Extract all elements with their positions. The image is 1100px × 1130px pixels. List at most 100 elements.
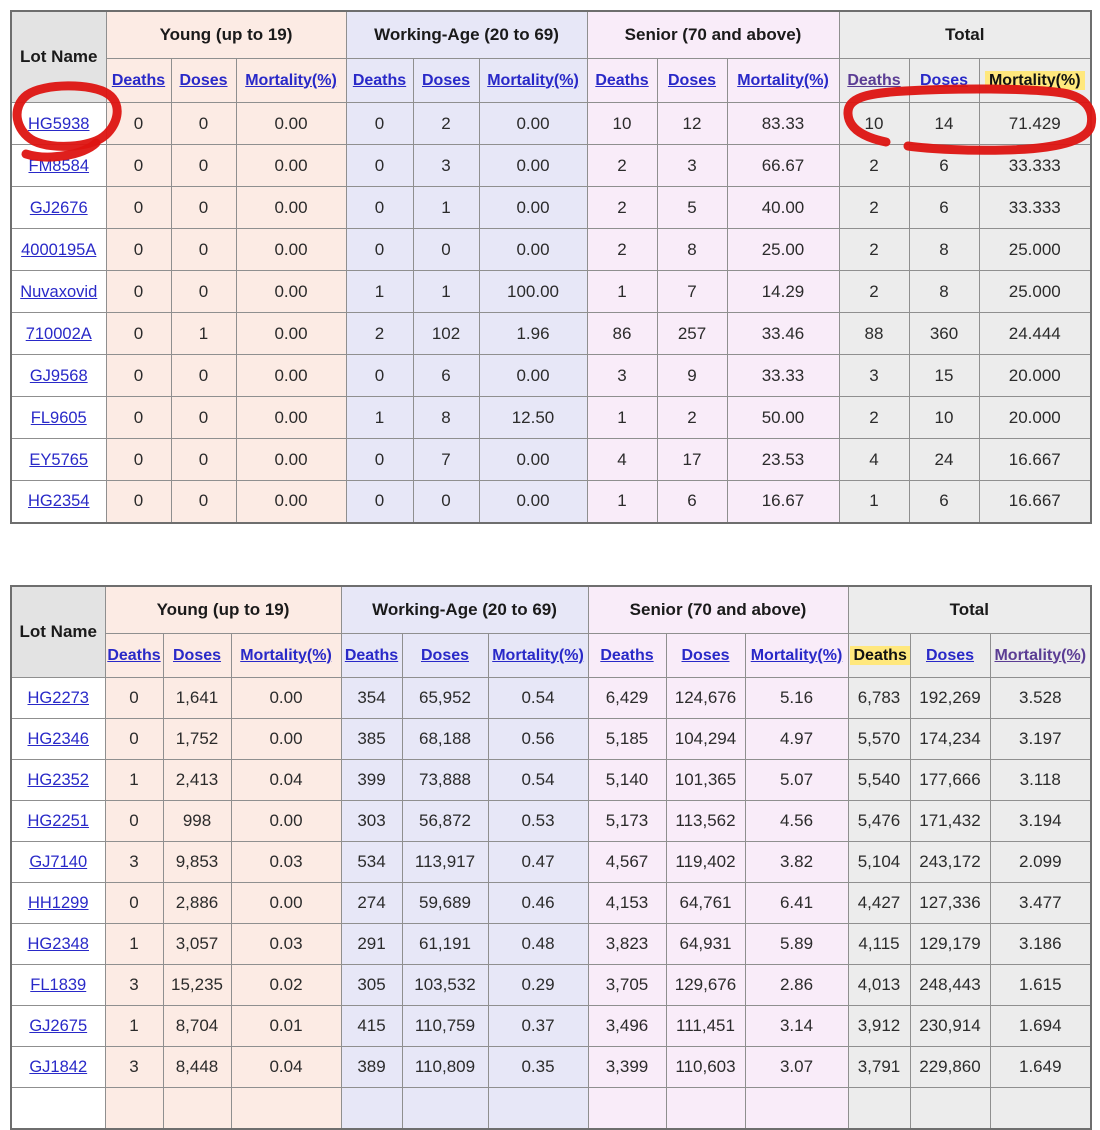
- lot-link-FL1839[interactable]: FL1839: [30, 976, 87, 994]
- column-header-cell[interactable]: Doses: [170, 58, 237, 103]
- lot-link-HH1299[interactable]: HH1299: [27, 894, 89, 912]
- table-row: 710002A 0 1 0.00 2 102 1.96 86 257 33.46 88 360 24.4…: [10, 312, 1092, 355]
- sort-link-senior-doses[interactable]: Doses: [681, 646, 730, 664]
- lot-link-710002A[interactable]: 710002A: [25, 324, 92, 343]
- column-header-cell[interactable]: Doses: [401, 633, 489, 678]
- lot-link-FL9605[interactable]: FL9605: [30, 408, 87, 427]
- lot-link-GJ2676[interactable]: GJ2676: [29, 198, 88, 217]
- column-header-cell[interactable]: Deaths: [586, 58, 658, 103]
- data-cell: 1,752: [162, 718, 232, 760]
- lot-cell: EY5765: [10, 438, 107, 481]
- sort-link-working-deaths[interactable]: Deaths: [344, 646, 399, 664]
- column-header-cell[interactable]: Mortality(%): [478, 58, 588, 103]
- lot-link-HG2348[interactable]: HG2348: [27, 935, 89, 953]
- sort-link-working-mortality[interactable]: Mortality(%): [487, 71, 579, 89]
- lot-link-EY5765[interactable]: EY5765: [29, 450, 89, 469]
- lot-link-4000195A[interactable]: 4000195A: [21, 240, 97, 259]
- column-header-cell[interactable]: Deaths: [340, 633, 403, 678]
- lot-link-HG2352[interactable]: HG2352: [27, 771, 89, 789]
- lot-cell: FM8584: [10, 144, 107, 187]
- sort-link-young-mortality[interactable]: Mortality(%): [240, 646, 332, 664]
- sort-link-total-mortality[interactable]: Mortality(%): [984, 70, 1085, 90]
- sort-link-total-mortality[interactable]: Mortality(%): [994, 646, 1087, 664]
- lot-link-HG2251[interactable]: HG2251: [27, 812, 89, 830]
- sort-link-working-deaths[interactable]: Deaths: [352, 71, 407, 89]
- sort-link-young-doses[interactable]: Doses: [172, 646, 222, 664]
- data-cell: 0: [345, 354, 414, 397]
- column-header-cell[interactable]: Deaths: [105, 58, 172, 103]
- data-cell: 0.00: [235, 228, 347, 271]
- sort-link-total-deaths[interactable]: Deaths: [849, 645, 909, 665]
- column-header-cell[interactable]: Deaths: [104, 633, 164, 678]
- lot-link-GJ9568[interactable]: GJ9568: [29, 366, 88, 385]
- lot-link-FM8584[interactable]: FM8584: [28, 156, 90, 175]
- column-header-cell[interactable]: Mortality(%): [230, 633, 342, 678]
- table-row: HG2273 0 1,641 0.00 354 65,952 0.54 6,429 124,67…: [10, 677, 1092, 719]
- sort-link-total-deaths[interactable]: Deaths: [847, 71, 901, 89]
- data-cell: 3.197: [989, 718, 1092, 760]
- sort-link-senior-mortality[interactable]: Mortality(%): [750, 646, 843, 664]
- data-cell: 360: [908, 312, 980, 355]
- sort-link-working-mortality[interactable]: Mortality(%): [492, 646, 584, 664]
- sort-link-senior-mortality[interactable]: Mortality(%): [737, 71, 829, 89]
- data-cell: 0.00: [235, 186, 347, 229]
- data-cell: 6: [908, 186, 980, 229]
- column-header-cell[interactable]: Doses: [909, 633, 991, 678]
- data-cell: 0: [105, 186, 172, 229]
- data-cell: 3.82: [744, 841, 849, 883]
- column-header-cell[interactable]: Mortality(%): [978, 58, 1092, 103]
- data-cell: 111,451: [665, 1005, 746, 1047]
- lot-link-HG2273[interactable]: HG2273: [27, 689, 89, 707]
- sort-link-senior-doses[interactable]: Doses: [667, 71, 717, 89]
- sort-link-senior-deaths[interactable]: Deaths: [600, 646, 654, 664]
- column-header-cell[interactable]: Mortality(%): [726, 58, 840, 103]
- sort-link-total-doses[interactable]: Doses: [919, 71, 969, 89]
- column-header-cell[interactable]: Mortality(%): [989, 633, 1092, 678]
- lot-link-HG5938[interactable]: HG5938: [28, 114, 90, 133]
- column-header-cell[interactable]: Deaths: [345, 58, 414, 103]
- sort-link-total-doses[interactable]: Doses: [925, 646, 975, 664]
- lot-cell: FL1839: [10, 964, 106, 1006]
- column-header-cell[interactable]: Doses: [656, 58, 728, 103]
- sort-link-young-deaths[interactable]: Deaths: [107, 646, 161, 664]
- table-row: GJ7140 3 9,853 0.03 534 113,917 0.47 4,567 119,4…: [10, 841, 1092, 883]
- lot-cell: GJ2675: [10, 1005, 106, 1047]
- lot-link-GJ1842[interactable]: GJ1842: [29, 1058, 88, 1076]
- data-cell: 0.00: [235, 396, 347, 439]
- lot-link-HG2354[interactable]: HG2354: [28, 492, 90, 511]
- column-header-cell[interactable]: Doses: [162, 633, 232, 678]
- column-header-cell[interactable]: Deaths: [587, 633, 667, 678]
- data-cell: 16.67: [726, 480, 840, 523]
- table-row: HG2346 0 1,752 0.00 385 68,188 0.56 5,185 104,29…: [10, 718, 1092, 760]
- data-cell: 88: [838, 312, 910, 355]
- data-cell: 5.89: [744, 923, 849, 965]
- column-header-cell[interactable]: Mortality(%): [235, 58, 347, 103]
- lot-link-Nuvaxovid[interactable]: Nuvaxovid: [20, 282, 98, 301]
- lot-link-GJ7140[interactable]: GJ7140: [29, 853, 88, 871]
- group-header-young: Young (up to 19): [104, 585, 342, 634]
- lot-link-HG2346[interactable]: HG2346: [27, 730, 89, 748]
- sort-link-young-doses[interactable]: Doses: [179, 71, 228, 89]
- column-header-cell[interactable]: Mortality(%): [744, 633, 849, 678]
- data-cell: 0.56: [487, 718, 589, 760]
- column-header-cell[interactable]: Deaths: [838, 58, 910, 103]
- data-cell: 3,496: [587, 1005, 667, 1047]
- column-header-cell[interactable]: Deaths: [847, 633, 911, 678]
- data-cell: 0.35: [487, 1046, 589, 1088]
- column-header-cell[interactable]: Doses: [665, 633, 746, 678]
- sort-link-working-doses[interactable]: Doses: [420, 646, 470, 664]
- data-cell: 9,853: [162, 841, 232, 883]
- data-cell: 0.00: [478, 102, 588, 145]
- column-header-cell[interactable]: Mortality(%): [487, 633, 589, 678]
- column-header-cell[interactable]: Doses: [908, 58, 980, 103]
- sort-link-senior-deaths[interactable]: Deaths: [595, 71, 649, 89]
- column-header-cell[interactable]: Doses: [412, 58, 480, 103]
- data-cell: 25.000: [978, 228, 1092, 271]
- lot-link-GJ2675[interactable]: GJ2675: [29, 1017, 88, 1035]
- data-cell: 385: [340, 718, 403, 760]
- sort-link-working-doses[interactable]: Doses: [421, 71, 471, 89]
- sort-link-young-mortality[interactable]: Mortality(%): [245, 71, 337, 89]
- data-cell: 3: [656, 144, 728, 187]
- sort-link-young-deaths[interactable]: Deaths: [111, 71, 166, 89]
- data-cell: 33.46: [726, 312, 840, 355]
